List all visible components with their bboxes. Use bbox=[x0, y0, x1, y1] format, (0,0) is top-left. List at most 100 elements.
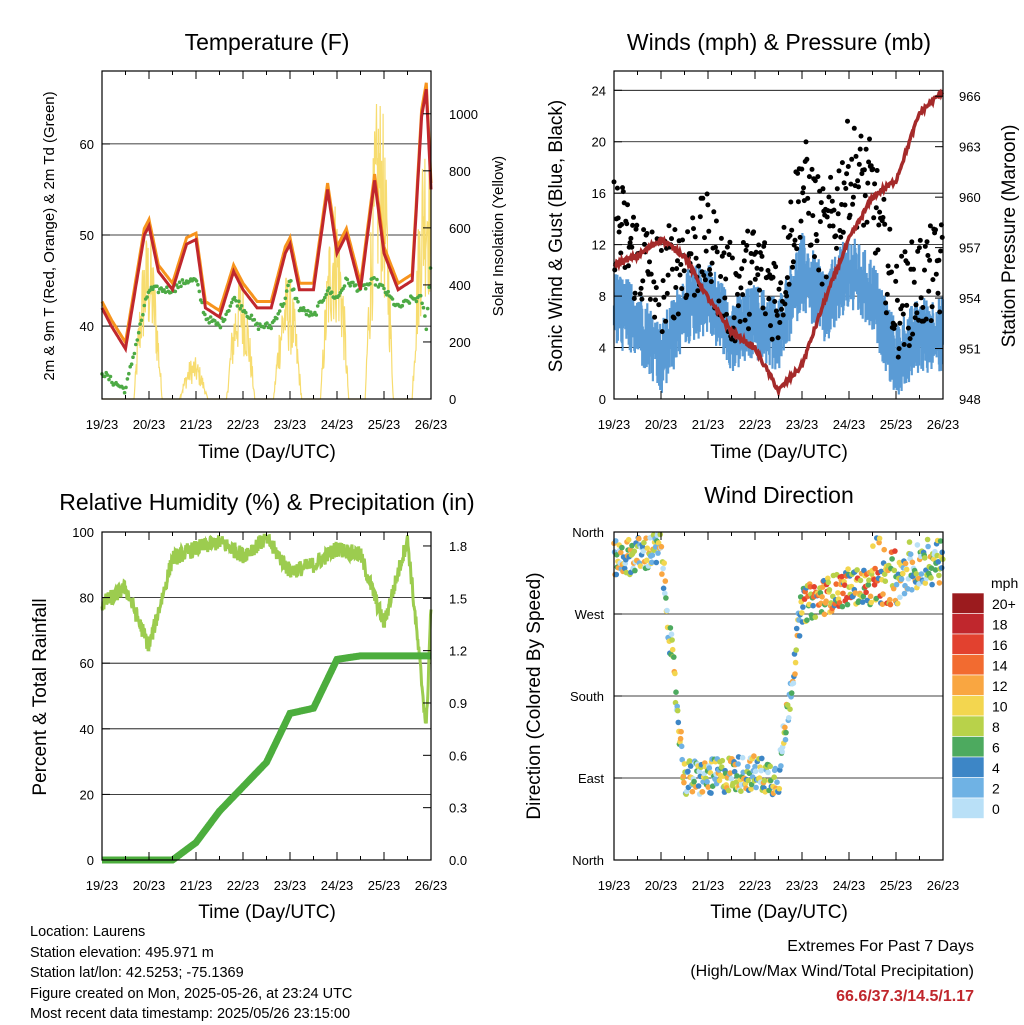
legend-label: 0 bbox=[992, 801, 1000, 817]
direction-point bbox=[653, 559, 660, 566]
direction-point bbox=[752, 768, 759, 775]
gust-point bbox=[790, 264, 795, 270]
gust-point bbox=[831, 207, 837, 213]
dir-ytick-label: West bbox=[575, 607, 605, 622]
gust-point bbox=[718, 274, 724, 279]
gust-point bbox=[741, 258, 747, 264]
direction-point bbox=[845, 566, 851, 572]
dewpoint-point bbox=[269, 326, 274, 331]
wind-ytick-label: 16 bbox=[592, 186, 606, 201]
direction-point bbox=[889, 556, 895, 562]
dewpoint-point bbox=[132, 351, 137, 356]
direction-point bbox=[909, 587, 915, 593]
gust-point bbox=[834, 186, 840, 192]
gust-point bbox=[905, 260, 911, 266]
gust-point bbox=[759, 253, 765, 259]
dewpoint-point bbox=[275, 316, 279, 321]
gust-point bbox=[845, 164, 851, 169]
gust-point bbox=[856, 161, 862, 167]
gust-point bbox=[863, 146, 869, 152]
direction-point bbox=[894, 600, 901, 607]
dewpoint-point bbox=[315, 304, 320, 308]
dewpoint-point bbox=[105, 373, 110, 377]
gust-point bbox=[678, 262, 684, 267]
gust-point bbox=[651, 279, 657, 285]
direction-point bbox=[792, 671, 798, 677]
legend-swatch bbox=[951, 674, 985, 696]
legend-label: 18 bbox=[992, 617, 1008, 633]
gust-point bbox=[786, 281, 792, 287]
direction-point bbox=[674, 707, 681, 714]
gust-point bbox=[838, 234, 844, 240]
dir-xtick-label: 19/23 bbox=[598, 878, 631, 893]
winds-plot-area: 19/23 20/23 21/23 22/23 23/23 24/23 25/23 26/23… bbox=[592, 70, 981, 432]
direction-point bbox=[812, 614, 819, 620]
dewpoint-point bbox=[124, 385, 128, 390]
gust-point bbox=[672, 227, 678, 233]
gust-point bbox=[692, 234, 698, 240]
dewpoint-point bbox=[122, 390, 127, 395]
gust-point bbox=[736, 273, 742, 279]
legend-label: 2 bbox=[992, 781, 1000, 797]
gust-point bbox=[711, 209, 717, 215]
gust-point bbox=[630, 222, 636, 228]
gust-point bbox=[616, 229, 622, 235]
dewpoint-point bbox=[256, 327, 261, 332]
direction-point bbox=[681, 761, 688, 767]
gust-point bbox=[918, 295, 924, 301]
gust-point bbox=[876, 222, 882, 228]
gust-point bbox=[674, 266, 680, 272]
direction-point bbox=[699, 789, 706, 795]
direction-point bbox=[661, 560, 667, 566]
rh-ytick-label: 0 bbox=[87, 853, 94, 868]
direction-point bbox=[752, 763, 758, 770]
gust-point bbox=[729, 255, 735, 261]
direction-point bbox=[678, 743, 685, 750]
gust-point bbox=[770, 274, 776, 280]
gust-point bbox=[735, 291, 740, 297]
rh-line bbox=[100, 533, 433, 724]
gust-point bbox=[836, 168, 842, 174]
gust-point bbox=[809, 166, 815, 172]
gust-point bbox=[835, 211, 841, 217]
precip-line bbox=[102, 652, 431, 864]
gust-point bbox=[697, 214, 703, 220]
direction-point bbox=[876, 539, 882, 546]
gust-point bbox=[708, 279, 714, 285]
dewpoint-point bbox=[135, 338, 140, 342]
direction-point bbox=[938, 565, 945, 571]
gust-point bbox=[673, 285, 679, 290]
dewpoint-point bbox=[382, 286, 386, 291]
pressure-line bbox=[612, 88, 945, 399]
gust-point bbox=[910, 331, 916, 337]
winds-ylabel-left: Sonic Wind & Gust (Blue, Black) bbox=[546, 100, 567, 372]
rh-ytick-label: 40 bbox=[80, 722, 94, 737]
direction-point bbox=[898, 576, 905, 582]
direction-point bbox=[882, 578, 889, 584]
gust-point bbox=[810, 213, 816, 219]
wind-xtick-label: 21/23 bbox=[692, 417, 725, 432]
gust-point bbox=[885, 263, 891, 269]
dewpoint-point bbox=[294, 296, 299, 301]
temp-y2tick-label: 600 bbox=[449, 221, 471, 236]
gust-point bbox=[808, 242, 814, 248]
gust-point bbox=[706, 228, 712, 234]
dewpoint-point bbox=[238, 306, 242, 311]
direction-point bbox=[619, 544, 625, 551]
dewpoint-point bbox=[252, 317, 257, 322]
dewpoint-point bbox=[301, 306, 306, 310]
gust-point bbox=[716, 298, 722, 304]
gust-point bbox=[874, 168, 880, 173]
direction-point bbox=[718, 764, 725, 770]
gust-point bbox=[681, 268, 687, 274]
gust-point bbox=[893, 278, 899, 284]
wind-y2tick-label: 954 bbox=[959, 291, 981, 306]
rh-xtick-label: 25/23 bbox=[368, 878, 401, 893]
location-text: Location: Laurens bbox=[30, 924, 146, 940]
legend-title: mph bbox=[991, 575, 1018, 591]
gust-point bbox=[746, 326, 751, 332]
gust-point bbox=[669, 266, 675, 272]
direction-point bbox=[739, 754, 746, 761]
gust-point bbox=[638, 285, 644, 291]
rh-y2tick-label: 1.2 bbox=[449, 644, 467, 659]
